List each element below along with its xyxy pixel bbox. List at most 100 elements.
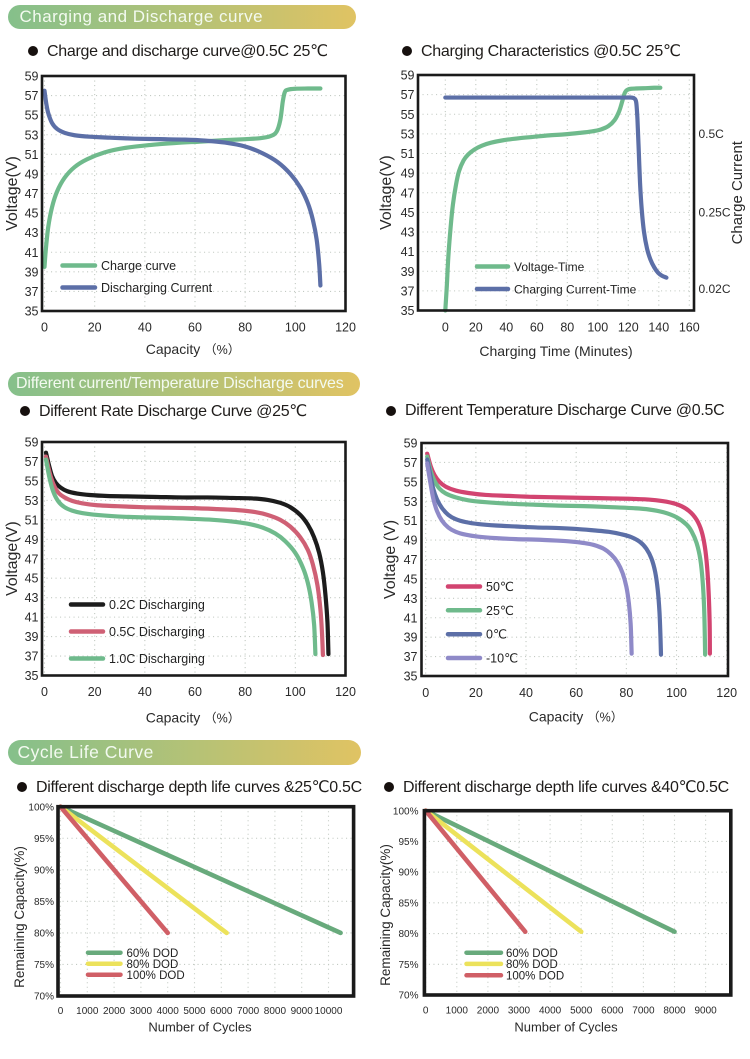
chart-5-grid — [58, 806, 354, 996]
chart-5-x-tick-label: 5000 — [183, 1006, 206, 1017]
chart-2-y-tick-label: 41 — [401, 245, 415, 259]
chart-6-x-tick-label: 5000 — [570, 1006, 593, 1017]
chart-5-x-tick-label: 9000 — [291, 1006, 314, 1017]
chart-5-y-tick-label: 95% — [34, 834, 54, 845]
chart-1-y-tick-label: 47 — [25, 187, 39, 201]
section-banner-current-temperature: Different current/Temperature Discharge … — [8, 371, 360, 396]
chart-6-grid — [424, 810, 731, 995]
chart-4-different-temperature-discharge-curve-0-: 0 20 40 60 80 100 120 35 37 39 41 43 45 47 49 51 53 55 57 5… — [382, 437, 737, 725]
section-banner-label: Different current/Temperature Discharge … — [16, 374, 344, 392]
section-banner-label: Charging and Discharge curve — [19, 7, 264, 26]
chart-3-series-1-0c-discharging — [43, 457, 318, 657]
chart-5-y-tick-label: 90% — [34, 865, 54, 876]
chart-3-legend: 0.2C Discharging 0.5C Discharging 1.0C Dis… — [68, 598, 205, 666]
chart-5-x-tick-label: 2000 — [103, 1006, 126, 1017]
chart-6-different-discharge-depth-life-curves-40: 0 1000 2000 3000 4000 5000 6000 7000 8000 9000 70%… — [378, 806, 733, 1035]
chart-3-series-0-5c-discharging — [43, 454, 326, 658]
chart-1-x-tick-label: 120 — [335, 321, 356, 335]
chart-3-legend-label-0-5c-discharging: 0.5C Discharging — [109, 625, 205, 639]
chart-2-series-voltage-time — [443, 85, 663, 313]
chart-2-y-tick-label: 39 — [401, 265, 415, 279]
chart-5-x-tick-label: 1000 — [76, 1006, 99, 1017]
chart-2-x-tick-label: 80 — [560, 321, 574, 335]
chart-1-y-tick-label: 39 — [25, 265, 39, 279]
chart-6-y-axis-title: Remaining Capacity(%) — [378, 844, 393, 986]
chart-5-y-tick-label: 100% — [28, 802, 54, 813]
chart-1-y-tick-label: 57 — [25, 89, 39, 103]
chart-6-x-tick-label: 1000 — [446, 1006, 469, 1017]
chart-3-x-tick-label: 20 — [88, 685, 102, 699]
chart-6-x-tick-label: 0 — [423, 1006, 429, 1017]
bullet-icon — [17, 782, 27, 792]
chart-1-x-tick-label: 0 — [41, 321, 48, 335]
chart-6-series-80-dod — [423, 808, 584, 935]
chart-6-x-tick-label: 3000 — [508, 1006, 531, 1017]
chart-2-right-tick-label: 0.5C — [699, 127, 725, 141]
chart-1-y-tick-label: 37 — [25, 285, 39, 299]
chart-3-x-tick-label: 80 — [238, 685, 252, 699]
chart-6-y-tick-label: 100% — [393, 806, 419, 817]
chart-1-y-tick-label: 59 — [25, 70, 39, 84]
chart-3-y-tick-label: 47 — [25, 552, 39, 566]
chart-2-legend-label-charging-current-time: Charging Current-Time — [514, 282, 637, 296]
chart-3-x-tick-label: 120 — [335, 685, 356, 699]
bullet-icon — [20, 406, 30, 416]
chart-2-x-tick-label: 60 — [530, 321, 544, 335]
chart-2-y-tick-label: 43 — [401, 226, 415, 240]
chart-1-x-axis-title: Capacity （%） — [146, 341, 240, 357]
chart-1-grid — [42, 76, 346, 311]
chart-3-x-tick-label: 0 — [41, 685, 48, 699]
chart-3-frame — [40, 440, 347, 677]
chart-4-x-tick-label: 80 — [619, 686, 633, 700]
chart-2-x-tick-label: 140 — [648, 321, 669, 335]
chart-5-x-tick-label: 7000 — [237, 1006, 260, 1017]
chart-2-x-tick-label: 100 — [587, 321, 608, 335]
chart-6-x-tick-label: 4000 — [539, 1006, 562, 1017]
chart-1-y-tick-label: 51 — [25, 148, 39, 162]
chart-1-frame — [40, 74, 347, 313]
chart-4-y-tick-label: 49 — [404, 534, 418, 548]
chart-1-legend: Charge curve Discharging Current — [60, 259, 213, 295]
chart-1-y-tick-label: 43 — [25, 226, 39, 240]
chart-4-y-tick-label: 53 — [404, 495, 418, 509]
chart-2-right-tick-label: 0.02C — [699, 282, 731, 296]
chart-4-series-10 — [425, 461, 634, 656]
chart-6-y-tick-label: 75% — [398, 960, 418, 971]
chart-5-y-axis-title: Remaining Capacity(%) — [12, 846, 27, 988]
chart-2-x-tick-label: 20 — [469, 321, 483, 335]
chart-5-series-80-dod — [58, 804, 229, 936]
chart-3-y-tick-label: 57 — [25, 455, 39, 469]
chart-title-rate-discharge: Different Rate Discharge Curve @25℃ — [20, 399, 307, 423]
chart-4-y-tick-label: 39 — [404, 631, 418, 645]
chart-2-y-tick-label: 57 — [401, 88, 415, 102]
chart-title-text: Charging Characteristics @0.5C 25℃ — [421, 43, 681, 60]
chart-4-frame — [420, 441, 730, 678]
chart-1-y-tick-label: 41 — [25, 246, 39, 260]
chart-5-x-tick-label: 10000 — [315, 1006, 343, 1017]
chart-6-legend-label-100-dod: 100% DOD — [506, 970, 564, 982]
chart-5-y-tick-label: 70% — [34, 992, 54, 1003]
chart-4-x-tick-label: 40 — [519, 686, 533, 700]
chart-4-y-tick-label: 57 — [404, 456, 418, 470]
chart-4-y-tick-label: 41 — [404, 611, 418, 625]
chart-4-series-50 — [425, 451, 712, 656]
chart-4-x-tick-label: 0 — [422, 686, 429, 700]
chart-4-y-tick-label: 59 — [404, 437, 418, 451]
chart-3-series-0-2c-discharging — [43, 450, 331, 657]
chart-4-y-tick-label: 55 — [404, 475, 418, 489]
chart-5-legend-label-100-dod: 100% DOD — [127, 970, 185, 982]
chart-4-x-tick-label: 60 — [569, 686, 583, 700]
chart-2-charging-characteristics-0-5c-25: 0 20 40 60 80 100 120 140 160 35 37 39 41 43 45 47 49 51 5… — [378, 69, 746, 360]
chart-3-y-tick-label: 51 — [25, 513, 39, 527]
chart-1-y-tick-label: 49 — [25, 167, 39, 181]
chart-4-legend: 50℃ 25℃ 0℃ -10℃ — [445, 580, 518, 666]
chart-5-x-axis-title: Number of Cycles — [148, 1020, 252, 1035]
chart-4-series-25 — [425, 454, 708, 657]
chart-5-x-tick-label: 4000 — [157, 1006, 180, 1017]
chart-1-x-tick-label: 100 — [285, 321, 306, 335]
chart-3-y-tick-label: 59 — [25, 436, 39, 450]
chart-6-x-tick-label: 7000 — [632, 1006, 655, 1017]
